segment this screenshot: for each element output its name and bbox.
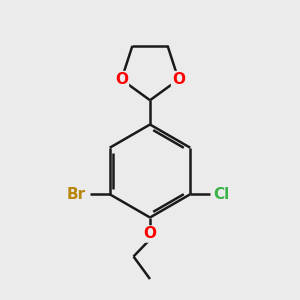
Text: O: O bbox=[143, 226, 157, 242]
Text: O: O bbox=[115, 72, 128, 87]
Text: Cl: Cl bbox=[213, 187, 229, 202]
Text: Br: Br bbox=[67, 187, 86, 202]
Text: O: O bbox=[172, 72, 185, 87]
